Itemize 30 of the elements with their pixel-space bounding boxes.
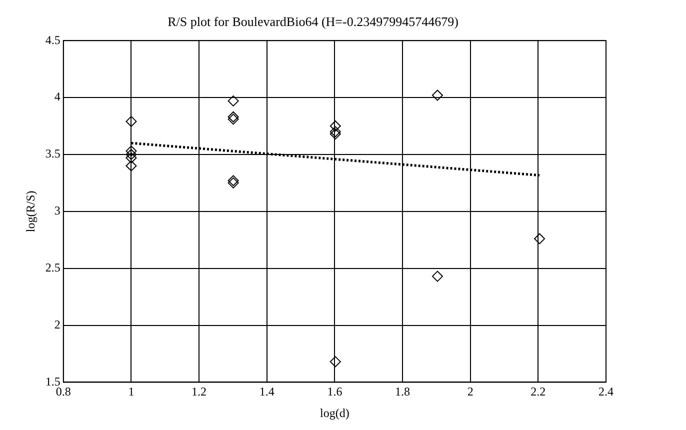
point: [432, 90, 443, 101]
point: [330, 356, 341, 368]
x-tick-label: 2.2: [530, 384, 546, 399]
point: [126, 116, 137, 127]
point: [126, 148, 137, 160]
point: [126, 152, 137, 164]
y-tick-label: 2.5: [45, 260, 60, 274]
point: [126, 146, 137, 157]
point: [228, 111, 239, 122]
x-tick-label: 1.8: [395, 384, 410, 399]
y-tick-label: 3.5: [45, 146, 60, 161]
y-axis-title: log(R/S): [23, 190, 38, 232]
x-tick-label: 1.6: [327, 384, 342, 399]
point: [228, 95, 239, 106]
point: [126, 160, 137, 172]
y-tick-label: 4: [54, 90, 60, 104]
x-tick-label: 1.2: [192, 384, 207, 399]
x-tick-label: 1: [128, 384, 134, 399]
point: [432, 270, 443, 282]
x-tick-label: 2: [467, 384, 474, 399]
point: [330, 120, 341, 132]
x-tick-label: 1.4: [259, 384, 274, 399]
y-tick-label: 2: [54, 317, 60, 332]
y-tick-label: 4.5: [45, 32, 60, 47]
point: [534, 233, 546, 244]
x-axis-title: log(d): [320, 406, 350, 420]
point: [228, 114, 239, 125]
chart-title: R/S plot for BoulevardBio64 (H=-0.234979945744679): [168, 14, 458, 30]
y-tick-label: 3: [54, 204, 60, 218]
x-tick-label: 2.4: [598, 384, 614, 399]
